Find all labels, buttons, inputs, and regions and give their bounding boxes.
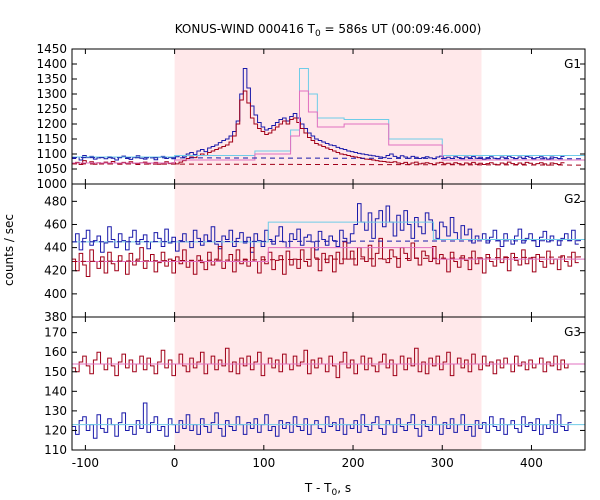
chart-title-subscript: 0 xyxy=(315,29,321,39)
background-level-blue xyxy=(71,157,586,160)
y-tick-label: 440 xyxy=(44,241,67,255)
y-tick-label: 1050 xyxy=(36,162,67,176)
shaded-interval xyxy=(174,49,482,184)
shaded-interval xyxy=(174,184,482,317)
shaded-interval xyxy=(174,317,482,450)
chart-title: KONUS-WIND 000416 T0 = 586s UT (00:09:46… xyxy=(175,22,482,39)
y-tick-label: 460 xyxy=(44,217,67,231)
y-tick-label: 170 xyxy=(44,326,67,340)
background-level-red xyxy=(71,256,586,262)
y-tick-label: 1150 xyxy=(36,132,67,146)
panel-label: G2 xyxy=(564,192,581,206)
panel-G1: 1000105011001150120012501300135014001450… xyxy=(36,42,586,191)
y-tick-label: 400 xyxy=(44,287,67,301)
series-red-histogram xyxy=(72,347,572,379)
y-tick-label: 140 xyxy=(44,384,67,398)
fit-fit_pink xyxy=(72,247,585,262)
panel-frame xyxy=(71,316,586,451)
chart-title-rest: = 586s UT (00:09:46.000) xyxy=(321,22,482,36)
x-tick-label: 100 xyxy=(252,456,275,470)
background-level-blue xyxy=(71,240,586,243)
y-tick-label: 130 xyxy=(44,404,67,418)
y-tick-label: 420 xyxy=(44,264,67,278)
panel-G2: 380 400 420 440 460 480 G2 xyxy=(44,183,586,324)
y-tick-label: 480 xyxy=(44,194,67,208)
series-blue-histogram xyxy=(72,68,565,161)
x-tick-label: 0 xyxy=(171,456,179,470)
x-tick-label: 200 xyxy=(342,456,365,470)
y-tick-label: 380 xyxy=(44,310,67,324)
y-tick-label: 1200 xyxy=(36,117,67,131)
series-blue-histogram xyxy=(72,402,572,439)
series-red-histogram xyxy=(72,237,579,278)
x-tick-label: -100 xyxy=(72,456,99,470)
x-axis-label-subscript: 0 xyxy=(332,488,338,498)
y-tick-label: 1400 xyxy=(36,57,67,71)
y-tick-label: 160 xyxy=(44,345,67,359)
x-axis-label: T - T0, s xyxy=(304,481,351,498)
x-axis-label-rest: , s xyxy=(337,481,351,495)
panel-G3: 110 120 130 140 150 160 170 -100 0 100 200 300 400 G3 xyxy=(44,316,586,470)
x-axis-label-main: T - T xyxy=(304,481,332,495)
y-tick-label: 110 xyxy=(44,443,67,457)
x-tick-label: 400 xyxy=(520,456,543,470)
y-tick-label: 1450 xyxy=(36,42,67,56)
y-tick-label: 1300 xyxy=(36,87,67,101)
y-tick-label: 1250 xyxy=(36,102,67,116)
panel-label: G1 xyxy=(564,57,581,71)
series-blue-histogram xyxy=(72,203,579,253)
y-tick-label: 120 xyxy=(44,423,67,437)
x-tick-label: 300 xyxy=(431,456,454,470)
y-tick-label: 150 xyxy=(44,365,67,379)
y-axis-label: counts / sec xyxy=(2,214,16,286)
background-level-red xyxy=(71,163,586,166)
y-tick-label: 1100 xyxy=(36,147,67,161)
y-tick-label: 1350 xyxy=(36,72,67,86)
panel-label: G3 xyxy=(564,325,581,339)
chart-title-main: KONUS-WIND 000416 T xyxy=(175,22,316,36)
chart-panels: 1000105011001150120012501300135014001450… xyxy=(36,42,586,470)
y-tick-label: 1000 xyxy=(36,177,67,191)
